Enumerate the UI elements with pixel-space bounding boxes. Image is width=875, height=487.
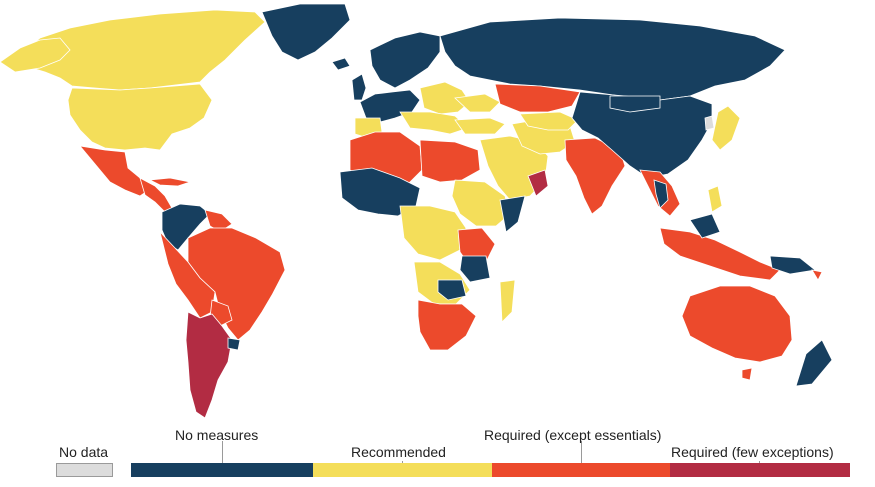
region-balkans-italy (399, 111, 469, 135)
region-philippines (707, 185, 723, 213)
region-tasmania (741, 367, 753, 381)
region-japan (711, 105, 741, 151)
region-kazakhstan (494, 83, 581, 113)
region-new-zealand (795, 339, 833, 387)
region-russia (439, 17, 786, 101)
region-thailand (653, 179, 669, 209)
region-madagascar (499, 279, 516, 323)
legend-label-required-except: Required (except essentials) (484, 427, 662, 443)
legend-label-required-few: Required (few exceptions) (671, 444, 834, 460)
region-greenland (261, 3, 351, 61)
region-pacific-islands (811, 269, 823, 281)
legend-label-recommended: Recommended (351, 444, 446, 460)
region-mongolia (609, 95, 661, 113)
region-sudan-horn (451, 179, 511, 227)
region-uruguay (227, 337, 241, 351)
legend-label-no-measures: No measures (175, 427, 259, 443)
region-scandinavia (369, 31, 441, 89)
region-australia (681, 285, 793, 363)
region-borneo (689, 213, 721, 239)
region-cuba (148, 177, 192, 187)
legend-swatch-required-except (492, 463, 670, 477)
region-korea (704, 115, 715, 131)
legend-swatch-required-few (670, 463, 850, 477)
region-indonesia (659, 227, 781, 281)
region-zambia-zim (437, 279, 467, 301)
world-map (0, 3, 833, 419)
legend-label-no-data: No data (59, 444, 109, 460)
region-uk (351, 73, 367, 101)
region-mexico (79, 145, 153, 197)
region-china (571, 91, 713, 179)
legend-swatch-no-data (56, 463, 113, 477)
region-oman-yemen (527, 169, 549, 197)
region-iceland (331, 57, 351, 71)
legend-tick-required-except (581, 441, 582, 463)
region-ukraine (454, 93, 501, 113)
world-map-svg (0, 3, 833, 419)
region-papua (769, 255, 816, 275)
region-tanzania (459, 255, 491, 283)
region-central-africa (399, 205, 467, 261)
region-canada (19, 9, 266, 91)
region-usa (67, 83, 213, 151)
legend-swatch-no-measures (131, 463, 313, 477)
region-south-africa (417, 299, 477, 351)
legend: No data No measures Recommended Required… (0, 425, 875, 487)
legend-tick-no-measures (222, 441, 223, 463)
region-eastern-europe (419, 81, 471, 115)
region-argentina-chile (185, 311, 233, 419)
legend-swatch-recommended (313, 463, 492, 477)
region-turkey (454, 117, 506, 135)
region-central-asia (519, 111, 579, 131)
region-alaska (0, 37, 71, 73)
region-somalia (499, 195, 526, 233)
region-libya-egypt (419, 139, 481, 183)
